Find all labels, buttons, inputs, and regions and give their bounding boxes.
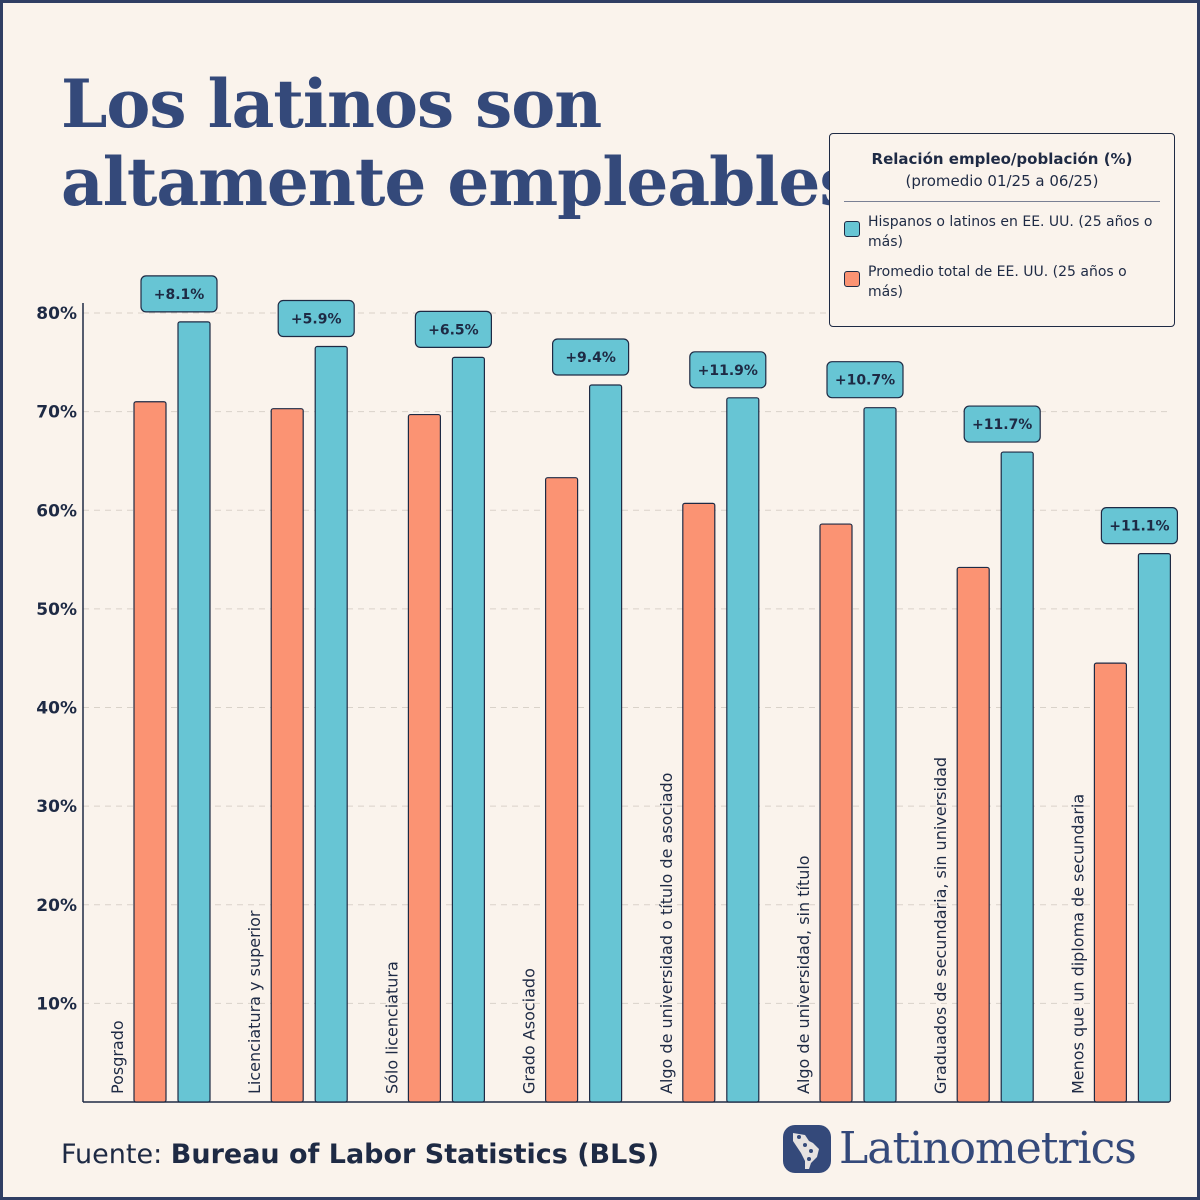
- y-tick-label: 10%: [36, 994, 77, 1014]
- legend-swatch-hispanic: [844, 221, 860, 237]
- legend-label-total: Promedio total de EE. UU. (25 años o más…: [868, 264, 1127, 300]
- y-tick-label: 60%: [36, 501, 77, 521]
- bar-total: [1093, 662, 1128, 1103]
- difference-label: +11.1%: [1109, 519, 1169, 535]
- y-tick-label: 30%: [36, 797, 77, 817]
- y-tick-label: 40%: [36, 699, 77, 719]
- legend-item-hispanic: Hispanos o latinos en EE. UU. (25 años o…: [844, 212, 1160, 252]
- difference-label: +8.1%: [154, 287, 205, 303]
- difference-label: +5.9%: [291, 312, 342, 328]
- brand-logo: Latinometrics: [783, 1123, 1137, 1174]
- legend-title: Relación empleo/población (%): [871, 150, 1133, 168]
- source-note: Fuente: Bureau of Labor Statistics (BLS): [61, 1139, 659, 1170]
- bar-hispanic: [726, 397, 760, 1103]
- bar-hispanic: [588, 384, 623, 1103]
- bar-total: [407, 413, 441, 1103]
- bar-total: [956, 566, 990, 1103]
- page-title: Los latinos son altamente empleables: [61, 65, 857, 221]
- bar-total: [270, 408, 304, 1103]
- source-prefix: Fuente:: [61, 1139, 163, 1170]
- bar-total: [682, 502, 716, 1103]
- y-tick-label: 20%: [36, 896, 77, 916]
- category-label: Sólo licenciatura: [382, 961, 401, 1094]
- difference-label: +9.4%: [565, 350, 616, 366]
- latin-america-map-icon: [783, 1124, 831, 1173]
- title-line-1: Los latinos son: [61, 65, 602, 143]
- title-line-2: altamente empleables: [61, 143, 857, 221]
- bar-hispanic: [314, 345, 348, 1103]
- legend-item-total: Promedio total de EE. UU. (25 años o más…: [844, 262, 1160, 302]
- category-label: Menos que un diploma de secundaria: [1068, 794, 1087, 1094]
- category-label: Algo de universidad o título de asociado: [657, 773, 676, 1094]
- legend-subtitle: (promedio 01/25 a 06/25): [905, 172, 1099, 190]
- category-label: Grado Asociado: [520, 968, 539, 1094]
- bar-hispanic: [1000, 451, 1034, 1103]
- legend-label-hispanic: Hispanos o latinos en EE. UU. (25 años o…: [868, 214, 1153, 250]
- y-tick-label: 70%: [36, 403, 77, 423]
- bar-chart: 10% 20% 30% 40% 50% 60% 70% 80% Posgrado +8.1% Lic…: [36, 275, 1179, 1103]
- difference-badge: [826, 361, 904, 399]
- difference-badge: [551, 338, 630, 376]
- bar-hispanic: [863, 407, 897, 1103]
- difference-label: +10.7%: [835, 373, 895, 389]
- category-label: Posgrado: [108, 1020, 127, 1094]
- legend-swatch-total: [844, 271, 860, 287]
- category-label: Graduados de secundaria, sin universidad: [931, 757, 950, 1094]
- chart-legend: Relación empleo/población (%) (promedio …: [829, 133, 1175, 327]
- difference-badge: [140, 275, 218, 313]
- difference-badge: [414, 310, 492, 348]
- brand-name: Latinometrics: [839, 1123, 1137, 1174]
- source-name: Bureau of Labor Statistics (BLS): [170, 1139, 660, 1170]
- bar-total: [819, 523, 853, 1103]
- bar-total: [133, 401, 167, 1103]
- difference-label: +11.9%: [698, 363, 758, 379]
- bar-hispanic: [451, 356, 485, 1103]
- category-label: Algo de universidad, sin título: [794, 855, 813, 1094]
- difference-label: +6.5%: [428, 322, 479, 338]
- difference-badge: [689, 351, 767, 389]
- y-tick-label: 80%: [36, 304, 77, 324]
- bar-hispanic: [1137, 553, 1172, 1103]
- difference-badge: [963, 405, 1041, 443]
- bar-total: [544, 477, 579, 1103]
- legend-divider: [844, 201, 1160, 202]
- y-tick-label: 50%: [36, 600, 77, 620]
- difference-badge: [1100, 507, 1179, 545]
- difference-label: +11.7%: [972, 417, 1032, 433]
- difference-badge: [277, 299, 355, 338]
- category-label: Licenciatura y superior: [245, 910, 264, 1094]
- bar-hispanic: [177, 321, 211, 1103]
